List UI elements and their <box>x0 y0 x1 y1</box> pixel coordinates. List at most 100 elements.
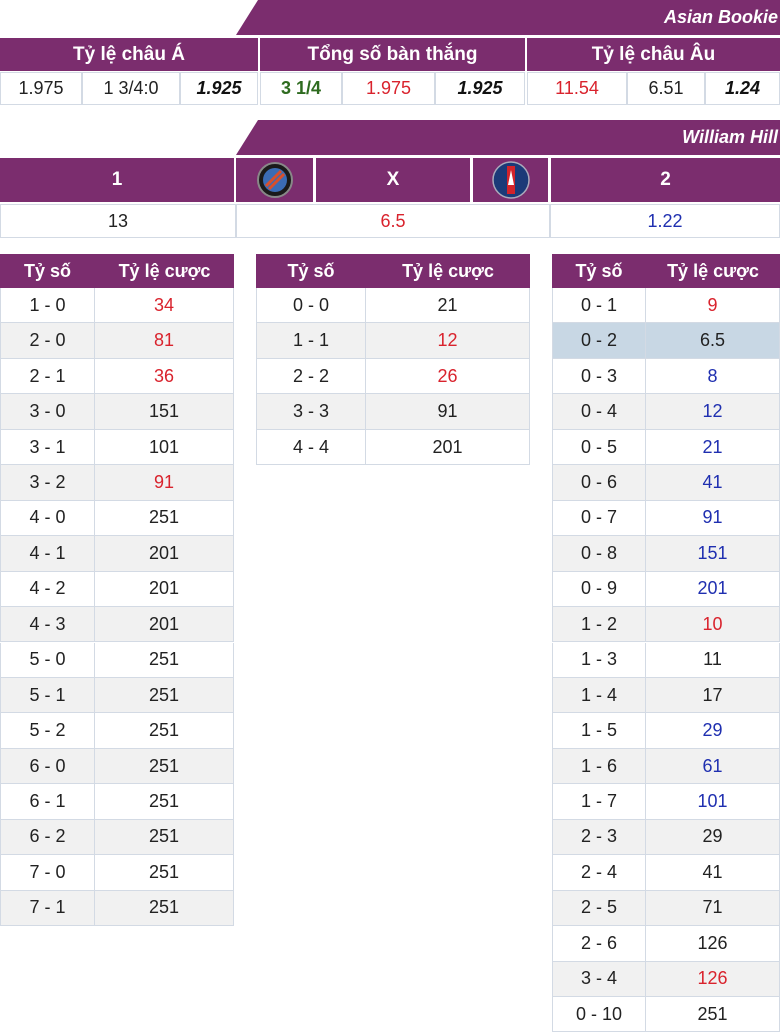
score-cell: 1 - 2 <box>552 607 646 643</box>
score-cell: 2 - 2 <box>256 358 366 395</box>
score-cell: 5 - 0 <box>0 642 95 678</box>
odds-cell: 10 <box>646 607 780 643</box>
score-cell: 3 - 2 <box>0 465 95 501</box>
odds-cell: 34 <box>95 288 234 324</box>
score-cell: 1 - 6 <box>552 748 646 785</box>
odds-cell: 17 <box>646 677 780 714</box>
odds-cell: 1.925 <box>435 72 525 105</box>
score-cell: 3 - 0 <box>0 394 95 430</box>
odds-cell: 251 <box>95 819 234 856</box>
odds-cell: 29 <box>646 819 780 856</box>
odds-cell: 1.975 <box>0 72 82 105</box>
odds-cell: 36 <box>95 358 234 395</box>
odds-cell: 11.54 <box>527 72 627 105</box>
banner: William Hill <box>236 120 780 155</box>
outcome-header: X <box>316 158 470 202</box>
outcome-odds: 13 <box>0 204 236 238</box>
score-cell: 0 - 6 <box>552 465 646 501</box>
score-cell: 0 - 1 <box>552 288 646 324</box>
score-cell: 1 - 0 <box>0 288 95 324</box>
outcome-header: 2 <box>551 158 780 202</box>
odds-cell: 91 <box>366 394 530 430</box>
odds-cell: 251 <box>95 784 234 820</box>
odds-cell: 26 <box>366 358 530 395</box>
score-cell: 2 - 5 <box>552 890 646 927</box>
odds-cell: 1.925 <box>180 72 258 105</box>
odds-cell: 3 1/4 <box>260 72 342 105</box>
group-header: Tỷ lệ châu Á <box>0 38 258 71</box>
odds-cell: 251 <box>95 748 234 785</box>
odds-cell: 126 <box>646 961 780 997</box>
score-cell: 7 - 0 <box>0 855 95 891</box>
score-cell: 0 - 0 <box>256 288 366 324</box>
group-header: Tổng số bàn thắng <box>260 38 525 71</box>
score-cell: 2 - 4 <box>552 855 646 891</box>
odds-cell: 201 <box>646 571 780 608</box>
table-header: Tỷ số <box>0 254 95 288</box>
score-cell: 2 - 6 <box>552 926 646 962</box>
outcome-odds: 1.22 <box>550 204 780 238</box>
score-cell: 4 - 0 <box>0 500 95 537</box>
score-cell: 0 - 5 <box>552 429 646 466</box>
odds-cell: 101 <box>646 784 780 820</box>
score-cell: 0 - 3 <box>552 358 646 395</box>
odds-cell: 251 <box>95 677 234 714</box>
odds-cell: 8 <box>646 358 780 395</box>
odds-cell: 11 <box>646 642 780 678</box>
odds-cell: 91 <box>95 465 234 501</box>
odds-cell: 1 3/4:0 <box>82 72 180 105</box>
odds-cell: 201 <box>366 429 530 466</box>
score-cell: 1 - 7 <box>552 784 646 820</box>
odds-cell: 151 <box>95 394 234 430</box>
away-logo <box>473 158 548 202</box>
odds-cell: 41 <box>646 465 780 501</box>
score-cell: 3 - 3 <box>256 394 366 430</box>
score-cell: 5 - 1 <box>0 677 95 714</box>
odds-cell: 9 <box>646 288 780 324</box>
odds-cell: 21 <box>646 429 780 466</box>
odds-cell: 251 <box>95 642 234 678</box>
odds-cell: 251 <box>95 500 234 537</box>
score-cell: 4 - 3 <box>0 607 95 643</box>
table-header: Tỷ lệ cược <box>95 254 234 288</box>
table-header: Tỷ số <box>552 254 646 288</box>
odds-cell: 251 <box>95 855 234 891</box>
table-header: Tỷ lệ cược <box>646 254 780 288</box>
odds-cell: 151 <box>646 536 780 572</box>
odds-cell: 12 <box>646 394 780 430</box>
away-badge <box>491 161 530 199</box>
score-cell: 0 - 2 <box>552 323 646 359</box>
score-cell: 4 - 2 <box>0 571 95 608</box>
score-cell: 0 - 8 <box>552 536 646 572</box>
odds-cell: 29 <box>646 713 780 749</box>
odds-cell: 21 <box>366 288 530 324</box>
score-cell: 2 - 3 <box>552 819 646 856</box>
odds-cell: 251 <box>646 997 780 1033</box>
score-cell: 6 - 1 <box>0 784 95 820</box>
score-cell: 7 - 1 <box>0 890 95 927</box>
score-cell: 0 - 9 <box>552 571 646 608</box>
score-cell: 0 - 7 <box>552 500 646 537</box>
banner: Asian Bookie <box>236 0 780 35</box>
odds-cell: 61 <box>646 748 780 785</box>
score-cell: 3 - 1 <box>0 429 95 466</box>
score-cell: 1 - 1 <box>256 323 366 359</box>
table-header: Tỷ lệ cược <box>366 254 530 288</box>
score-cell: 0 - 10 <box>552 997 646 1033</box>
group-header: Tỷ lệ châu Âu <box>527 38 780 71</box>
odds-cell: 101 <box>95 429 234 466</box>
table-header: Tỷ số <box>256 254 366 288</box>
home-badge <box>256 162 293 198</box>
odds-cell: 71 <box>646 890 780 927</box>
odds-cell: 126 <box>646 926 780 962</box>
odds-cell: 201 <box>95 571 234 608</box>
score-cell: 1 - 3 <box>552 642 646 678</box>
odds-cell: 1.24 <box>705 72 780 105</box>
score-cell: 2 - 1 <box>0 358 95 395</box>
odds-cell: 201 <box>95 607 234 643</box>
odds-cell: 81 <box>95 323 234 359</box>
score-cell: 3 - 4 <box>552 961 646 997</box>
odds-cell: 41 <box>646 855 780 891</box>
score-cell: 2 - 0 <box>0 323 95 359</box>
